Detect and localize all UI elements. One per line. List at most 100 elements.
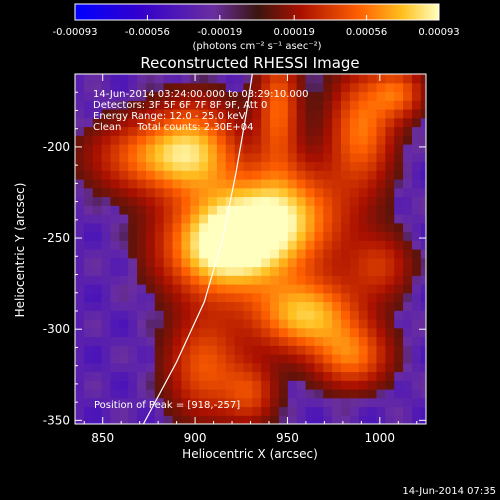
heatmap-cell xyxy=(314,319,324,329)
heatmap-cell xyxy=(199,319,209,329)
heatmap-cell xyxy=(110,336,120,346)
heatmap-cell xyxy=(190,345,200,355)
y-tick-label: -250 xyxy=(43,231,70,245)
heatmap-cell xyxy=(323,319,333,329)
heatmap-cell xyxy=(376,310,386,320)
heatmap-cell xyxy=(154,170,165,180)
heatmap-cell xyxy=(270,170,280,180)
heatmap-cell xyxy=(252,91,262,101)
heatmap-cell xyxy=(323,144,333,154)
heatmap-cell xyxy=(119,222,129,233)
heatmap-cell xyxy=(216,327,227,338)
heatmap-cell xyxy=(154,222,165,233)
heatmap-cell xyxy=(332,152,342,163)
heatmap-cell xyxy=(208,91,218,101)
heatmap-cell xyxy=(420,74,426,84)
heatmap-cell xyxy=(385,74,395,84)
heatmap-cell xyxy=(349,266,360,276)
heatmap-cell xyxy=(225,249,236,259)
heatmap-cell xyxy=(181,380,191,390)
heatmap-cell xyxy=(278,74,289,84)
heatmap-cell xyxy=(252,257,262,268)
heatmap-cell xyxy=(349,222,360,233)
heatmap-cell xyxy=(296,100,307,110)
heatmap-cell xyxy=(234,249,245,259)
heatmap-cell xyxy=(225,292,236,303)
heatmap-cell xyxy=(181,362,191,373)
heatmap-cell xyxy=(278,170,289,180)
heatmap-cell xyxy=(154,336,165,346)
heatmap-cell xyxy=(367,161,378,171)
heatmap-cell xyxy=(128,179,138,189)
heatmap-cell xyxy=(332,257,342,268)
heatmap-cell xyxy=(110,345,120,355)
heatmap-cell xyxy=(119,91,129,101)
heatmap-cell xyxy=(420,196,426,206)
heatmap-cell xyxy=(119,354,129,364)
heatmap-cell xyxy=(199,170,209,180)
heatmap-cell xyxy=(403,152,413,163)
heatmap-cell xyxy=(358,301,369,311)
heatmap-cell xyxy=(225,284,236,294)
heatmap-cell xyxy=(181,152,191,163)
heatmap-cell xyxy=(261,161,271,171)
heatmap-cell xyxy=(243,196,253,206)
heatmap-cell xyxy=(385,284,395,294)
heatmap-cell xyxy=(225,310,236,320)
heatmap-cell xyxy=(92,354,103,364)
heatmap-cell xyxy=(163,257,174,268)
heatmap-cell xyxy=(278,301,289,311)
heatmap-cell xyxy=(261,310,271,320)
heatmap-cell xyxy=(92,152,103,163)
heatmap-cell xyxy=(403,135,413,145)
heatmap-cell xyxy=(314,74,324,84)
heatmap-cell xyxy=(403,187,413,198)
heatmap-cell xyxy=(75,117,85,128)
heatmap-cell xyxy=(296,389,307,399)
heatmap-cell xyxy=(403,231,413,241)
heatmap-cell xyxy=(154,179,165,189)
heatmap-cell xyxy=(208,152,218,163)
heatmap-cell xyxy=(172,266,183,276)
heatmap-cell xyxy=(216,345,227,355)
heatmap-cell xyxy=(163,214,174,224)
heatmap-cell xyxy=(261,301,271,311)
heatmap-cell xyxy=(270,319,280,329)
heatmap-cell xyxy=(181,135,191,145)
heatmap-cell xyxy=(349,257,360,268)
heatmap-cell xyxy=(92,91,103,101)
heatmap-cell xyxy=(287,196,298,206)
heatmap-cell xyxy=(314,126,324,136)
heatmap-cell xyxy=(243,275,253,285)
heatmap-cell xyxy=(154,152,165,163)
heatmap-cell xyxy=(341,109,351,119)
heatmap-cell xyxy=(394,266,404,276)
heatmap-cell xyxy=(172,257,183,268)
heatmap-cell xyxy=(411,74,422,84)
heatmap-cell xyxy=(119,345,129,355)
annotation-clean-counts: Clean Total counts: 2.30E+04 xyxy=(93,122,253,133)
heatmap-cell xyxy=(110,144,120,154)
heatmap-cell xyxy=(208,380,218,390)
heatmap-cell xyxy=(367,205,378,215)
heatmap-cell xyxy=(128,301,138,311)
heatmap-cell xyxy=(261,284,271,294)
heatmap-cell xyxy=(154,214,165,224)
heatmap-cell xyxy=(296,354,307,364)
heatmap-cell xyxy=(172,275,183,285)
heatmap-cell xyxy=(278,152,289,163)
heatmap-cell xyxy=(367,74,378,84)
heatmap-cell xyxy=(163,380,174,390)
heatmap-cell xyxy=(358,91,369,101)
heatmap-cell xyxy=(385,327,395,338)
heatmap-cell xyxy=(216,214,227,224)
heatmap-cell xyxy=(172,380,183,390)
heatmap-cell xyxy=(75,389,85,399)
heatmap-cell xyxy=(137,257,147,268)
heatmap-cell xyxy=(270,292,280,303)
heatmap-cell xyxy=(305,266,316,276)
heatmap-cell xyxy=(225,240,236,250)
heatmap-cell xyxy=(278,222,289,233)
heatmap-cell xyxy=(83,284,94,294)
heatmap-cell xyxy=(83,371,94,381)
